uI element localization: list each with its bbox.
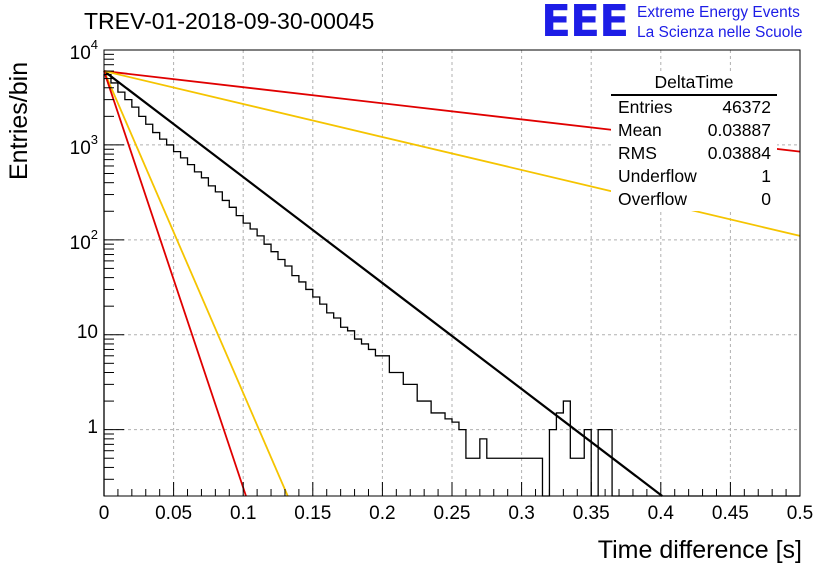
stats-value: 0.03884 — [707, 143, 771, 163]
stats-row-overflow: Overflow 0 — [611, 188, 777, 211]
y-tick-label: 1 — [87, 416, 98, 438]
stats-label: Mean — [618, 120, 662, 140]
y-tick-label: 104 — [69, 37, 98, 64]
stats-label: Underflow — [618, 166, 697, 186]
x-tick-label: 0.25 — [433, 503, 471, 524]
y-tick-label: 103 — [69, 131, 98, 159]
fit-curve-3 — [103, 70, 289, 497]
fit-curves — [103, 70, 801, 497]
x-tick-label: 0.2 — [369, 503, 396, 524]
stats-label: Overflow — [618, 189, 688, 209]
stats-row-entries: Entries 46372 — [611, 96, 777, 119]
logo-subtitle-2: La Scienza nelle Scuole — [637, 24, 803, 41]
logo-subtitle-1: Extreme Energy Events — [637, 4, 800, 21]
x-tick-label: 0 — [98, 503, 110, 524]
y-axis-label: Entries/bin — [5, 61, 33, 180]
y-tick-label: 10 — [76, 321, 98, 343]
stats-box: DeltaTime Entries 46372 Mean 0.03887 RMS 0.… — [611, 71, 777, 211]
fit-curve-4 — [103, 70, 247, 497]
y-tick-label: 102 — [69, 226, 98, 254]
x-tick-label: 0.5 — [786, 503, 814, 524]
stats-value: 0 — [761, 189, 771, 209]
x-tick-label: 0.45 — [711, 503, 749, 524]
x-tick-label: 0.1 — [229, 503, 257, 524]
stats-value: 0.03887 — [707, 120, 771, 140]
x-tick-label: 0.4 — [647, 503, 674, 524]
stats-row-rms: RMS 0.03884 — [611, 142, 777, 165]
x-tick-label: 0.35 — [572, 503, 610, 524]
stats-label: Entries — [618, 97, 673, 117]
stats-row-underflow: Underflow 1 — [611, 165, 777, 188]
stats-label: RMS — [618, 143, 657, 163]
x-tick-label: 0.15 — [294, 503, 332, 524]
histogram-title: TREV-01-2018-09-30-00045 — [84, 8, 375, 34]
fit-curve-0 — [103, 70, 663, 497]
stats-row-mean: Mean 0.03887 — [611, 119, 777, 142]
x-tick-label: 0.3 — [508, 503, 535, 524]
stats-value: 46372 — [722, 97, 771, 117]
stats-value: 1 — [761, 166, 771, 186]
x-axis-label: Time difference [s] — [597, 536, 802, 564]
plot-frame — [103, 49, 801, 497]
eee-logo: EEE — [541, 0, 629, 47]
stats-box-title: DeltaTime — [611, 71, 777, 96]
x-tick-label: 0.05 — [155, 503, 193, 524]
